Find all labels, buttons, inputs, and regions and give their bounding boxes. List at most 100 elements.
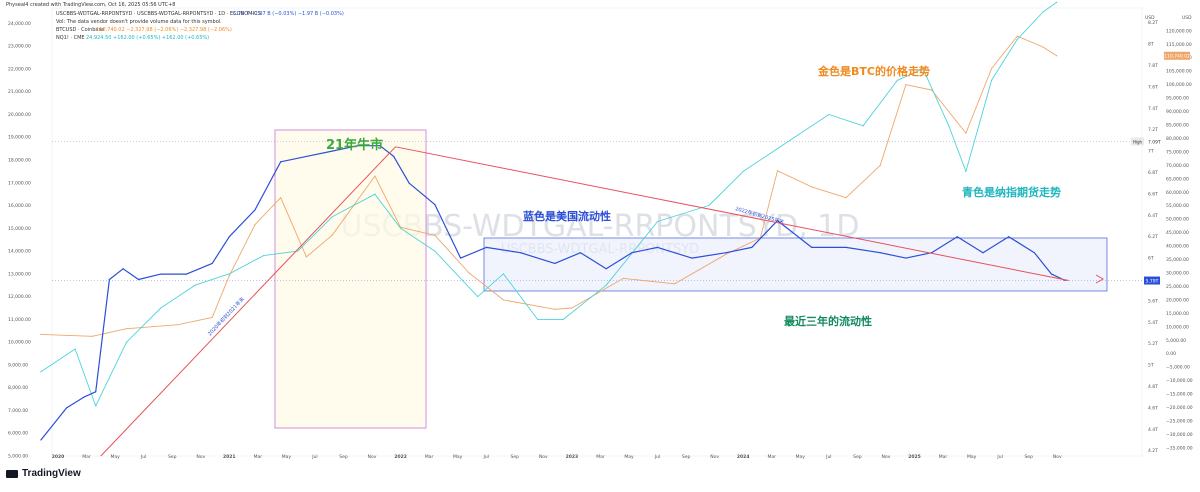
data-point [374,193,376,195]
btc-line[interactable]: BTCUSD · Coinbase [56,27,105,33]
data-point [725,253,727,255]
data-point [1016,35,1018,37]
y-left-tick-label: 13,000.00 [8,271,31,277]
tradingview-brand[interactable]: TradingView [22,468,81,479]
y-right-tick-label: 20,000.00 [1166,297,1189,303]
y-right-tick-label: 105,000.00 [1166,69,1192,75]
data-point [40,333,42,335]
x-tick-label: Nov [368,454,377,460]
data-point [519,252,522,254]
x-tick-label: Mar [939,454,948,460]
data-point [468,272,470,274]
data-point [137,278,140,281]
y-left-tick-label: 12,000.00 [8,294,31,300]
x-tick-label: 2023 [566,454,579,460]
y-right-tick-label: −15,000.00 [1166,392,1193,398]
y-right-tick-label: 70,000.00 [1166,163,1189,169]
liquidity-legend-label: 蓝色是美国流动性 [523,210,611,223]
data-point [1008,236,1010,238]
btc-value: 110,740.02 −2,327.98 (−2.06%) −2,327.98 … [96,27,232,33]
data-point [656,246,659,248]
x-tick-label: May [624,454,634,460]
x-tick-label: May [796,454,806,460]
x-tick-label: Sep [682,454,691,460]
y-left-tick-label: 7,000.00 [8,408,28,414]
y-right-tick-label: 5,000.00 [1166,338,1186,344]
data-point [459,257,462,259]
data-point [605,268,607,270]
data-point [125,341,128,343]
data-point [211,316,213,319]
y-inner-tick-label: 6.6T [1148,191,1158,197]
y-left-tick-label: 11,000.00 [8,317,31,323]
data-point [631,252,633,254]
y-inner-tick-label: 8.2T [1148,20,1158,26]
x-tick-label: Nov [539,454,548,460]
data-point [948,125,950,127]
data-point [228,273,230,275]
nq-line[interactable]: NQ1! · CME [56,35,85,41]
x-tick-label: May [453,454,463,460]
x-tick-label: Nov [1053,454,1062,460]
nasdaq-legend-label: 青色是纳指期货走势 [962,186,1061,199]
y-inner-tick-label: 5T [1148,363,1154,369]
data-point [879,252,881,254]
x-tick-label: Sep [339,454,348,460]
created-by: Physeal4 created with TradingView.com, O… [6,2,176,8]
symbol-line[interactable]: USCBBS-WDTGAL-RRPONTSYD · USCBBS-WDTGAL-… [56,11,261,17]
data-point [965,132,967,134]
data-point [742,170,744,172]
data-point [91,335,93,337]
data-point [228,236,230,238]
vol-note: Vol: The data vendor doesn't provide vol… [56,19,222,25]
data-point [374,175,376,177]
y-inner-tick-label: 4.4T [1148,427,1158,433]
symbol-value: 5.79 T −1.97 B (−0.03%) −1.97 B (−0.03%) [233,11,344,17]
data-point [674,283,676,285]
x-tick-label: Sep [853,454,862,460]
data-point [554,308,556,310]
high-value: 7.09T [1148,139,1161,145]
data-point [502,299,504,301]
data-point [95,391,97,393]
x-tick-label: May [967,454,977,460]
x-tick-label: 2022 [394,454,407,460]
x-tick-label: Mar [596,454,605,460]
data-point [408,182,410,184]
data-point [83,396,85,398]
data-point [211,262,213,265]
y-inner-tick-label: 6T [1148,256,1154,262]
data-point [828,113,830,116]
trendline-2022-2025 [395,146,1069,282]
y-left-tick-label: 15,000.00 [8,226,31,232]
data-point [896,79,898,81]
y-right-tick-label: 0.00 [1166,351,1176,357]
tradingview-logo-icon[interactable] [6,470,18,478]
data-point [905,257,907,259]
y-right-unit: USD [1182,15,1192,21]
y-right-tick-label: 115,000.00 [1166,42,1192,48]
data-point [434,250,436,252]
data-point [982,252,984,254]
y-right-tick-label: 55,000.00 [1166,203,1189,209]
y-inner-tick-label: 7.2T [1148,127,1158,133]
recent-range-box [483,237,1108,292]
y-right-tick-label: 45,000.00 [1166,230,1189,236]
data-point [254,223,256,226]
data-point [1042,46,1044,48]
y-right-tick-label: −35,000.00 [1166,445,1193,451]
x-tick-label: 2024 [737,454,750,460]
y-right-tick-label: 90,000.00 [1166,109,1189,115]
data-point [393,155,395,158]
x-tick-label: 2020 [52,454,65,460]
series-line-nq1- [40,1,1057,407]
data-point [434,234,436,236]
y-right-tick-label: 120,000.00 [1166,28,1192,34]
y-right-tick-label: 65,000.00 [1166,176,1189,182]
liquidity-last-tag-bg [1144,276,1160,285]
btc-last-tag: 110,740.02 [1164,54,1190,60]
y-right-tick-label: 75,000.00 [1166,149,1189,155]
data-point [160,307,162,309]
y-left-tick-label: 22,000.00 [8,66,31,72]
data-point [280,197,282,199]
